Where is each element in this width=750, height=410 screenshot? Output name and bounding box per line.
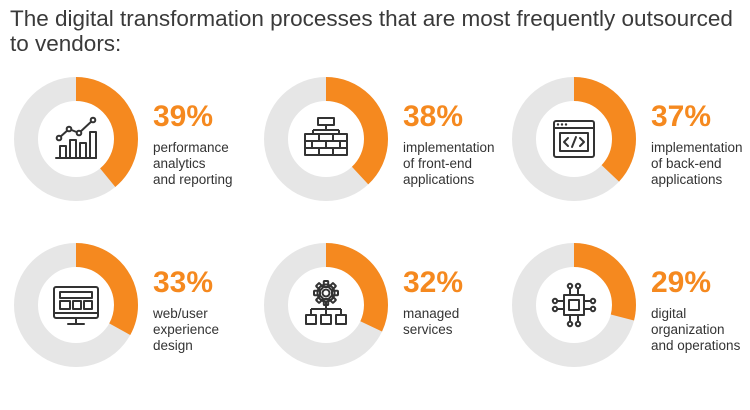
category-label-line: and reporting — [153, 172, 233, 187]
donut-ring — [14, 77, 138, 201]
donut-segment — [512, 77, 636, 201]
donut-item: 39% performance analytics and reporting — [13, 76, 263, 226]
category-label: performance analytics and reporting — [153, 140, 263, 188]
donut-item: 38% implementation of front-end application… — [263, 76, 513, 226]
category-label-line: experience — [153, 322, 220, 337]
donut-segment — [14, 77, 138, 201]
category-label-line: and operations — [651, 338, 741, 353]
category-label: digital organization and operations — [651, 306, 750, 354]
donut-ring — [512, 243, 636, 367]
percent-label: 29% — [651, 266, 712, 299]
donut-item: 32% managed services — [263, 242, 513, 392]
category-label-line: applications — [651, 172, 723, 187]
code-window-icon — [549, 114, 599, 164]
category-label-line: analytics — [153, 156, 206, 171]
hierarchy-bricks-icon — [301, 114, 351, 164]
category-label-line: services — [403, 322, 453, 337]
percent-label: 38% — [403, 100, 464, 133]
percent-label: 39% — [153, 100, 214, 133]
category-label-line: web/user — [153, 306, 208, 321]
donut-item: 37% implementation of back-end applications — [511, 76, 750, 226]
category-label: implementation of front-end applications — [403, 140, 513, 188]
category-label-line: managed — [403, 306, 460, 321]
donut-segment — [264, 243, 388, 367]
donut-segment — [512, 243, 636, 367]
donut-ring — [512, 77, 636, 201]
category-label-line: of back-end — [651, 156, 722, 171]
circuit-chip-icon — [549, 280, 599, 330]
category-label: managed services — [403, 306, 513, 338]
percent-label: 32% — [403, 266, 464, 299]
category-label-line: implementation — [403, 140, 495, 155]
donut-ring — [14, 243, 138, 367]
donut-segment — [264, 77, 388, 201]
donut-ring — [264, 243, 388, 367]
donut-item: 33% web/user experience design — [13, 242, 263, 392]
category-label: implementation of back-end applications — [651, 140, 750, 188]
category-label-line: of front-end — [403, 156, 473, 171]
donut-item: 29% digital organization and operations — [511, 242, 750, 392]
category-label-line: performance — [153, 140, 229, 155]
chart-title: The digital transformation processes tha… — [10, 6, 733, 56]
donut-segment — [14, 243, 138, 367]
gear-network-icon — [301, 280, 351, 330]
category-label: web/user experience design — [153, 306, 263, 354]
monitor-layout-icon — [51, 280, 101, 330]
percent-label: 37% — [651, 100, 712, 133]
growth-chart-icon — [51, 114, 101, 164]
category-label-line: digital — [651, 306, 687, 321]
category-label-line: organization — [651, 322, 725, 337]
percent-label: 33% — [153, 266, 214, 299]
category-label-line: applications — [403, 172, 475, 187]
donut-ring — [264, 77, 388, 201]
category-label-line: implementation — [651, 140, 743, 155]
category-label-line: design — [153, 338, 193, 353]
